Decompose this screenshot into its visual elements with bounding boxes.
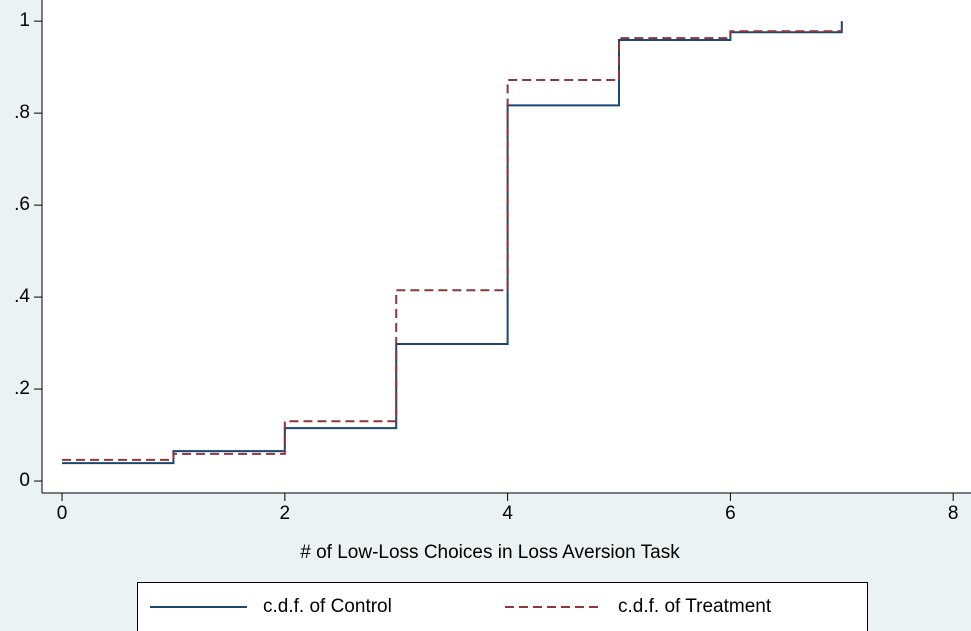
y-tick-label: 0: [19, 470, 30, 491]
legend-label: c.d.f. of Treatment: [618, 596, 772, 617]
x-axis-label: # of Low-Loss Choices in Loss Aversion T…: [300, 542, 680, 563]
x-tick-label: 8: [948, 503, 959, 524]
cdf-line: [62, 30, 842, 461]
y-tick-label: .2: [14, 378, 30, 399]
legend: [137, 582, 868, 631]
x-tick-label: 4: [502, 503, 513, 524]
x-tick-label: 2: [280, 503, 291, 524]
y-tick-label: .6: [14, 194, 30, 215]
y-tick-label: .4: [14, 286, 30, 307]
x-tick-label: 6: [725, 503, 736, 524]
plot-area: [42, 0, 971, 493]
x-tick-label: 0: [57, 503, 68, 524]
y-tick-label: .8: [14, 102, 30, 123]
legend-label: c.d.f. of Control: [263, 596, 392, 617]
y-tick-label: 1: [19, 10, 30, 31]
